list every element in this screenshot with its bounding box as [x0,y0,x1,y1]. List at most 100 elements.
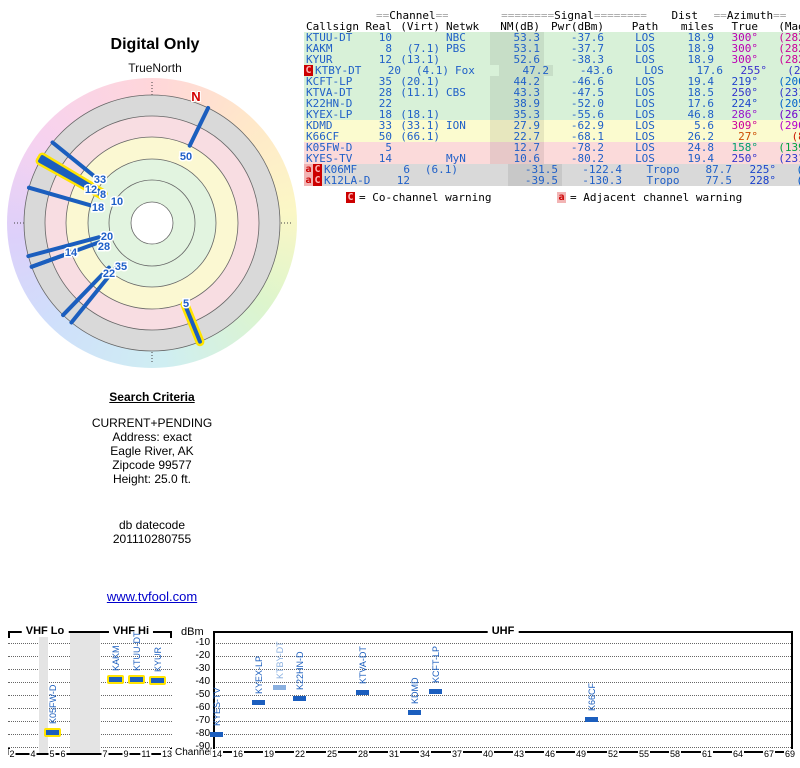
row-cells: K12LA-D 12 -39.5 -130.3 Tropo 77.5 228°(210°) [322,175,800,186]
cell-real-channel: 12 [396,175,410,186]
gridline [213,721,793,722]
cell-real-channel: 8 [385,43,392,54]
cell-true-azimuth: 300° [731,32,759,43]
channel-tick-49: 49 [574,749,588,759]
cell-magnetic-azimuth: (282°) [778,54,800,65]
channel-tick-14: 14 [210,749,224,759]
cell-real-channel: 35 [378,76,392,87]
row-cells: KTUU-DT 10 NBC 53.3 -37.6 LOS 18.9 300° (282°) [304,32,800,43]
tvfool-link[interactable]: www.tvfool.com [106,589,198,604]
bar-callsign-label-ktby-dt: KTBY-DT [275,640,285,679]
cell-magnetic-azimuth: (8°) [791,131,800,142]
cell-true-azimuth: 286° [731,109,759,120]
magnetic-north-label: N [191,89,200,104]
cell-noise-margin: 38.9 [490,98,544,109]
cell-path: LOS [635,43,655,54]
channel-tick-43: 43 [512,749,526,759]
cell-noise-margin: 12.7 [490,142,544,153]
cell-true-azimuth: 228° [749,175,777,186]
criteria-line: Eagle River, AK [110,444,194,458]
bar-callsign-label-k66cf: K66CF [587,682,597,711]
gridline [8,656,172,657]
site-link-container: www.tvfool.com [32,589,272,604]
chart-bar-ktuu-dt [128,674,145,684]
cell-magnetic-azimuth: (210°) [780,175,800,186]
cell-magnetic-azimuth: (139°) [778,142,800,153]
chart-bar-kyes-tv [210,732,223,738]
chart-bar-kdmd [408,709,421,715]
table-row-ktuu-dt: KTUU-DT 10 NBC 53.3 -37.6 LOS 18.9 300° (282°) [304,32,800,43]
cell-noise-margin: 43.3 [490,87,544,98]
db-datecode-label: db datecode [118,518,186,532]
criteria-line: Zipcode 99577 [112,458,192,472]
cell-noise-margin: 47.2 [499,65,553,76]
polar-spoke-ch33 [50,140,99,180]
dbm-tick--40: -40 [195,676,210,687]
cell-network [442,109,490,120]
adjacent-channel-legend-text: = Adjacent channel warning [570,191,743,204]
cell-path: LOS [635,76,655,87]
dist-group-header: Dist [652,10,702,21]
channel-tick-34: 34 [418,749,432,759]
col-header-callsign: Callsign [306,21,359,32]
signal-group-label: Signal [554,10,594,21]
cell-network: Fox [455,65,475,76]
cell-magnetic-azimuth: (282°) [778,32,800,43]
bar-callsign-label-ktva-dt: KTVA-DT [358,645,368,684]
dbm-tick--90: -90 [195,741,210,752]
row-cells: K22HN-D 22 38.9 -52.0 LOS 17.6 224° (205°) [304,98,800,109]
cell-path: LOS [635,131,655,142]
table-row-k66cf: K66CF 50 (66.1) 22.7 -68.1 LOS 26.2 27° (8°) [304,131,800,142]
cell-magnetic-azimuth: (236°) [787,65,800,76]
co-channel-warning-icon: C [313,164,322,175]
cell-callsign: KYES-TV [306,153,353,164]
gridline [213,695,793,696]
signal-group-header: ========Signal======== [496,10,652,21]
search-criteria-heading: Search Criteria [109,390,195,404]
cell-noise-margin: 44.2 [490,76,544,87]
table-row-k05fw-d: K05FW-D 5 12.7 -78.2 LOS 24.8 158° (139°) [304,142,800,153]
cell-true-azimuth: 300° [731,43,759,54]
polar-spoke-ch50 [187,105,211,148]
chart-bar-kyur [149,675,166,685]
gridline [8,682,172,683]
cell-path: LOS [635,32,655,43]
gridline [213,656,793,657]
bar-callsign-label-kyes-tv: KYES-TV [212,687,222,727]
cell-path: Tropo [646,164,680,175]
polar-spoke-ch14 [29,252,68,269]
channel-tick-4: 4 [29,749,37,759]
cell-noise-margin: 52.6 [490,54,544,65]
cell-distance: 46.8 [687,109,715,120]
cell-path: Tropo [646,175,680,186]
cell-virtual-channel: (33.1) [400,120,440,131]
cell-network: ION [446,120,466,131]
criteria-line: CURRENT+PENDING [91,416,213,430]
cell-virtual-channel [396,142,442,153]
cell-distance: 18.9 [687,32,715,43]
cell-distance: 24.8 [687,142,715,153]
cell-path: LOS [635,142,655,153]
channel-axis-label: Channel [173,747,215,758]
cell-distance: 18.9 [687,54,715,65]
chart-bar-kyex-lp [252,700,265,706]
chart-bar-k22hn-d [293,695,306,701]
cell-real-channel: 50 [378,131,392,142]
warning-flags: C [304,65,313,76]
dbm-axis-label: dBm [181,626,204,638]
cell-callsign: KDMD [306,120,333,131]
channel-tick-46: 46 [543,749,557,759]
gridline [213,708,793,709]
col-header-netwk: Netwk [446,21,480,32]
co-channel-warning-icon: C [346,192,355,203]
spoke-channel-label-ch10: 10 [111,196,123,208]
cell-path: LOS [635,87,655,98]
co-channel-legend: C = Co-channel warning [346,191,491,204]
eq-decoration: == [435,10,448,21]
gridline [213,669,793,670]
cell-network [460,164,508,175]
eq-decoration: ======== [501,10,555,21]
channel-tick-13: 13 [160,749,174,759]
